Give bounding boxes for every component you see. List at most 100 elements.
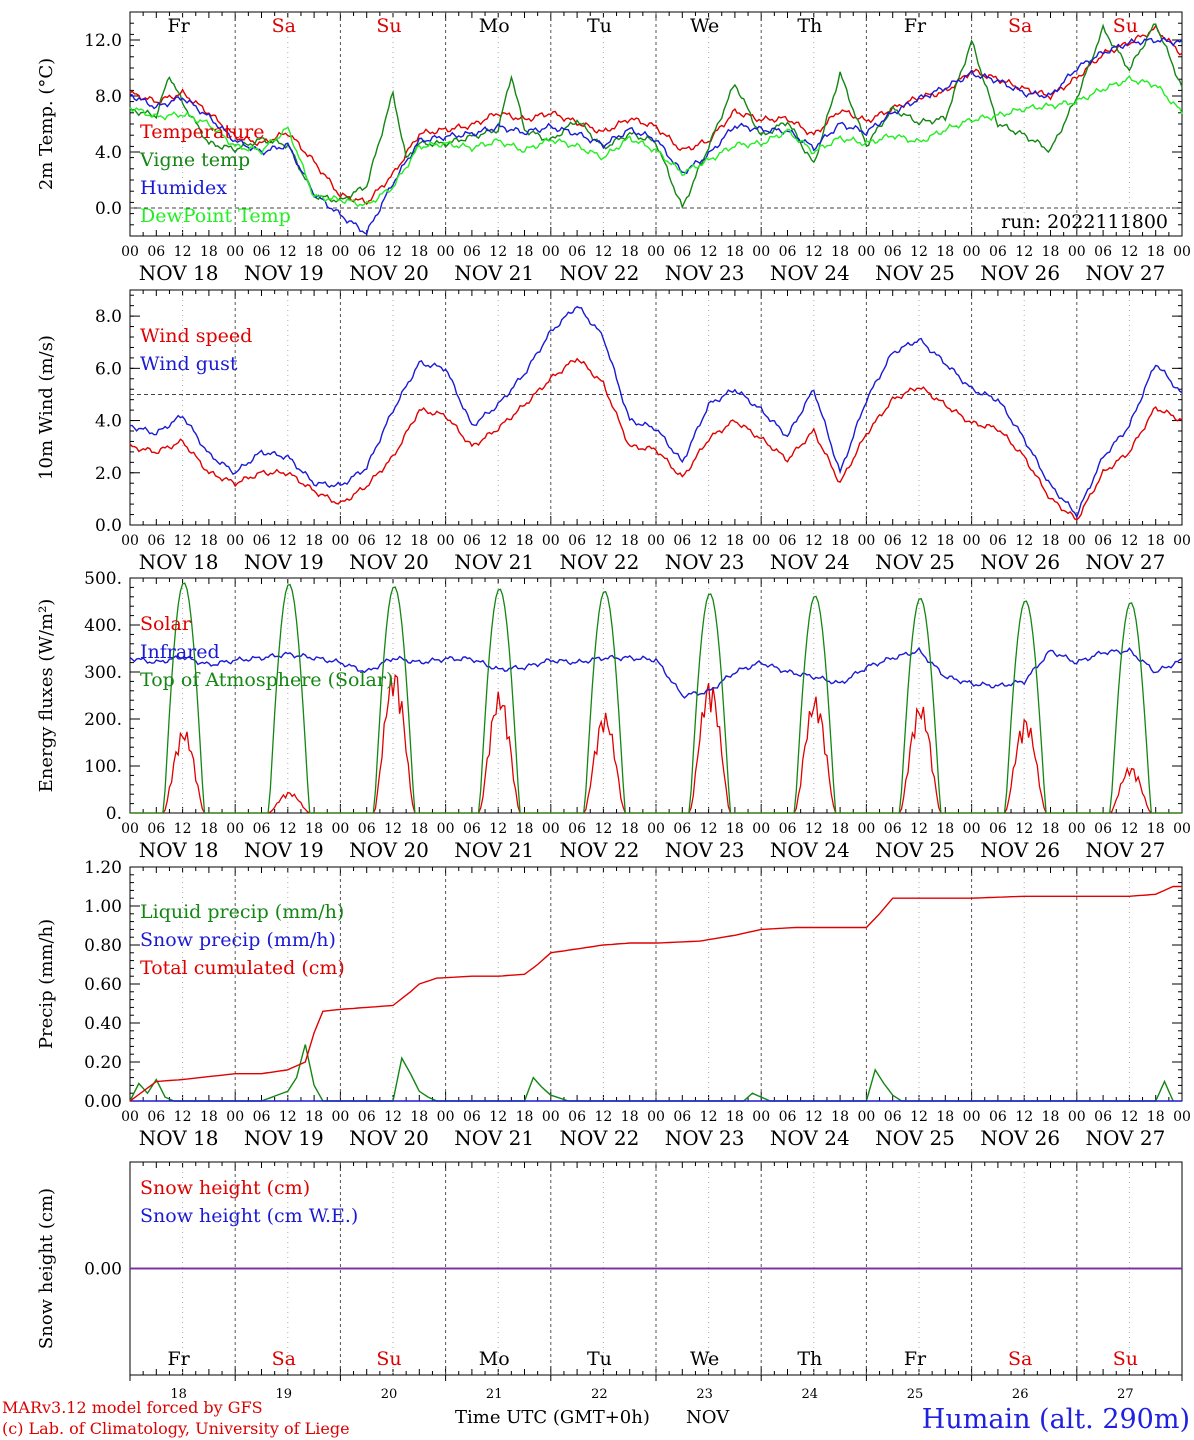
date-label: NOV 26 [980,550,1060,574]
hour-tick-label: 18 [305,533,323,549]
date-label: NOV 26 [980,838,1060,862]
hour-tick-label: 06 [463,1109,481,1125]
weekday-label: Fr [167,1348,190,1370]
hour-tick-label: 12 [279,244,297,260]
hour-tick-label: 00 [121,821,139,837]
hour-tick-label: 12 [700,533,718,549]
hour-tick-label: 12 [1015,1109,1033,1125]
hour-tick-label: 06 [463,244,481,260]
weekday-label: Sa [1008,15,1032,37]
hour-tick-label: 18 [936,821,954,837]
hour-tick-label: 00 [857,533,875,549]
hour-tick-label: 06 [253,821,271,837]
y-axis-label: Energy fluxes (W/m²) [36,599,57,793]
hour-tick-label: 06 [779,1109,797,1125]
series-solar [130,673,1182,814]
date-label: NOV 20 [349,261,429,285]
hour-tick-label: 18 [200,821,218,837]
hour-tick-label: 12 [174,1109,192,1125]
hour-tick-label: 18 [200,533,218,549]
y-tick-label: 4.0 [95,412,122,432]
hour-tick-label: 12 [489,244,507,260]
credit-model: MARv3.12 model forced by GFS [2,1398,263,1417]
hour-tick-label: 00 [647,244,665,260]
hour-tick-label: 06 [779,533,797,549]
series-top-of-atmosphere-solar- [130,582,1182,814]
hour-tick-label: 00 [121,533,139,549]
legend-entry: Total cumulated (cm) [140,957,345,979]
hour-tick-label: 06 [884,533,902,549]
y-tick-label: 1.20 [84,858,122,878]
hour-tick-label: 18 [726,244,744,260]
date-label: NOV 19 [244,261,324,285]
series-total-cumulated-cm- [129,885,1182,1102]
hour-tick-label: 00 [647,821,665,837]
y-axis-label: 2m Temp. (°C) [36,58,57,190]
hour-tick-label: 00 [647,1109,665,1125]
date-label: NOV 18 [139,550,219,574]
hour-tick-label: 18 [1042,244,1060,260]
hour-tick-label: 00 [647,533,665,549]
hour-tick-label: 12 [489,533,507,549]
day-number-label: 20 [381,1387,398,1402]
date-label: NOV 23 [665,1126,745,1150]
date-label: NOV 22 [560,261,640,285]
day-number-label: 24 [802,1387,819,1402]
hour-tick-label: 12 [384,533,402,549]
date-label: NOV 20 [349,838,429,862]
hour-tick-label: 12 [174,533,192,549]
hour-tick-label: 12 [1015,244,1033,260]
hour-tick-label: 12 [489,1109,507,1125]
hour-tick-label: 06 [1094,1109,1112,1125]
hour-tick-label: 18 [726,533,744,549]
y-tick-label: 6.0 [95,359,122,379]
hour-tick-label: 06 [673,244,691,260]
hour-tick-label: 18 [1147,1109,1165,1125]
hour-tick-label: 12 [279,821,297,837]
hour-tick-label: 06 [1094,533,1112,549]
hour-tick-label: 12 [1120,1109,1138,1125]
hour-tick-label: 06 [253,244,271,260]
date-label: NOV 20 [349,550,429,574]
hour-tick-label: 00 [857,1109,875,1125]
hour-tick-label: 00 [1173,244,1191,260]
weekday-label: Su [376,15,401,37]
hour-tick-label: 12 [805,1109,823,1125]
y-tick-label: 0.00 [84,1092,122,1112]
y-tick-label: 0.20 [84,1053,122,1073]
weekday-label: Tu [587,15,612,37]
hour-tick-label: 18 [410,244,428,260]
hour-tick-label: 06 [147,244,165,260]
hour-tick-label: 06 [358,821,376,837]
month-label: NOV [686,1407,730,1428]
hour-tick-label: 00 [121,1109,139,1125]
weekday-label: Mo [479,15,510,37]
hour-tick-label: 12 [910,244,928,260]
date-label: NOV 21 [454,1126,534,1150]
weekday-label: Fr [167,15,190,37]
date-label: NOV 24 [770,261,850,285]
y-tick-label: 200. [84,710,122,730]
hour-tick-label: 00 [542,533,560,549]
weekday-label: Mo [479,1348,510,1370]
hour-tick-label: 06 [147,821,165,837]
hour-tick-label: 06 [568,821,586,837]
hour-tick-label: 18 [1147,244,1165,260]
date-label: NOV 27 [1086,550,1166,574]
legend-entry: Top of Atmosphere (Solar) [140,669,393,691]
series-wind-gust [130,305,1183,519]
hour-tick-label: 06 [568,244,586,260]
date-label: NOV 26 [980,1126,1060,1150]
date-label: NOV 27 [1086,838,1166,862]
hour-tick-label: 18 [305,821,323,837]
hour-tick-label: 12 [594,1109,612,1125]
hour-tick-label: 06 [779,821,797,837]
hour-tick-label: 18 [936,1109,954,1125]
credit-lab: (c) Lab. of Climatology, University of L… [2,1419,350,1438]
y-tick-label: 0. [106,804,122,824]
hour-tick-label: 06 [463,821,481,837]
hour-tick-label: 18 [516,533,534,549]
date-label: NOV 26 [980,261,1060,285]
hour-tick-label: 18 [410,533,428,549]
hour-tick-label: 18 [305,244,323,260]
